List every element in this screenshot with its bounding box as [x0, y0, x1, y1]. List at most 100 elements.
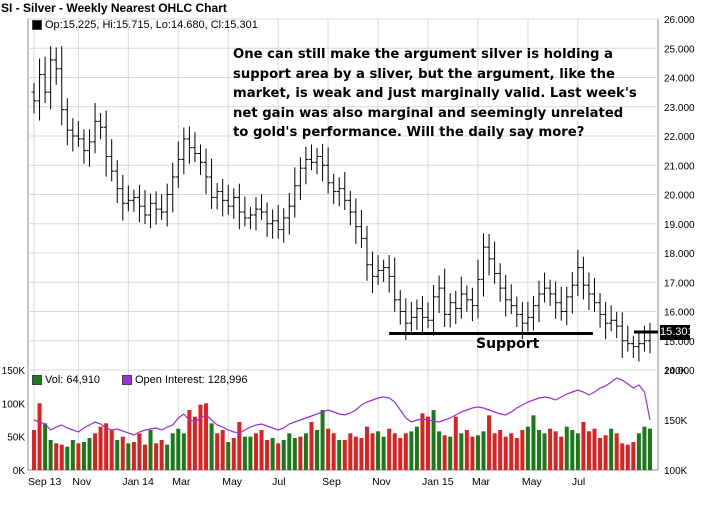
volume-bar	[542, 433, 547, 470]
ohlc-bar	[92, 102, 98, 154]
price-tick-label: 19.000	[664, 220, 695, 231]
oi-tick-label: 200K	[664, 366, 688, 377]
volume-bar	[81, 442, 86, 470]
ohlc-bar	[320, 143, 326, 182]
ohlc-bar	[59, 46, 65, 126]
volume-bar	[403, 433, 408, 470]
annotation-line: support area by a sliver, but the argume…	[233, 66, 615, 82]
ohlc-bar	[358, 210, 364, 249]
volume-bar	[487, 415, 492, 470]
x-tick-label: Sep 13	[28, 476, 61, 488]
ohlc-bar	[120, 174, 126, 221]
ohlc-bar	[481, 233, 487, 297]
ohlc-bar	[86, 129, 92, 167]
volume-bar	[165, 444, 170, 470]
ohlc-bar	[164, 183, 170, 227]
volume-bar	[570, 430, 575, 470]
ohlc-bar	[175, 141, 181, 188]
volume-bar	[104, 423, 109, 470]
volume-bar	[142, 444, 147, 470]
volume-bar	[636, 433, 641, 470]
volume-bar	[631, 442, 636, 470]
volume-bar	[176, 428, 181, 470]
volume-bar	[265, 440, 270, 470]
volume-bar	[93, 433, 98, 470]
x-tick-label: Mar	[172, 476, 191, 488]
volume-bar	[392, 433, 397, 470]
ohlc-bar	[342, 171, 348, 211]
volume-tick-label: 0K	[13, 466, 26, 477]
volume-bar	[514, 438, 519, 470]
volume-bar	[32, 430, 36, 470]
price-tick-label: 22.000	[664, 132, 695, 143]
ohlc-bar	[131, 189, 137, 212]
ohlc-legend: Op:15.225, Hi:15.715, Lo:14.680, Cl:15.3…	[32, 19, 258, 31]
ohlc-bar	[247, 207, 253, 230]
ohlc-bar	[464, 285, 470, 312]
ohlc-bar	[458, 276, 464, 319]
oi-tick-label: 150K	[664, 416, 688, 427]
volume-bar	[331, 433, 336, 470]
annotation-line: to gold's performance. Will the daily sa…	[233, 125, 585, 140]
ohlc-bar	[197, 144, 203, 175]
ohlc-bar	[392, 257, 398, 312]
ohlc-bar	[364, 225, 370, 281]
volume-bar	[603, 435, 608, 470]
volume-bar	[431, 410, 436, 470]
ohlc-bar	[231, 188, 237, 219]
volume-bar	[209, 423, 214, 470]
ohlc-bar	[419, 295, 425, 334]
volume-bar	[237, 422, 242, 470]
ohlc-bar	[469, 287, 475, 322]
oi-legend: Open Interest: 128,996	[122, 374, 248, 386]
volume-bar	[342, 440, 347, 470]
volume-bar	[126, 443, 131, 470]
x-tick-label: Jul	[272, 476, 285, 488]
ohlc-bar	[614, 311, 620, 339]
volume-bar	[242, 436, 247, 470]
volume-bar	[381, 436, 386, 470]
ohlc-bar	[453, 290, 459, 325]
volume-bar	[426, 416, 431, 470]
ohlc-bar	[514, 296, 520, 328]
price-tick-label: 23.000	[664, 103, 695, 114]
volume-bar	[409, 431, 414, 470]
ohlc-bar	[381, 259, 387, 282]
volume-tick-label: 50K	[7, 433, 25, 444]
price-tick-label: 25.000	[664, 44, 695, 55]
ohlc-bar	[142, 190, 148, 225]
ohlc-bar	[397, 290, 403, 325]
volume-bar	[376, 431, 381, 470]
volume-bar	[531, 415, 536, 470]
ohlc-bar	[153, 191, 159, 225]
annotation-text: One can still make the argument silver i…	[233, 45, 637, 143]
price-tick-label: 14.000	[664, 366, 695, 377]
volume-bar	[475, 435, 480, 470]
ohlc-bar	[31, 83, 37, 114]
ohlc-bar	[325, 147, 331, 194]
ohlc-bar	[431, 284, 437, 336]
annotation-line: One can still make the argument silver i…	[233, 47, 613, 62]
x-tick-label: Mar	[472, 476, 491, 488]
volume-bar	[525, 426, 530, 470]
ohlc-bar	[442, 268, 448, 328]
volume-legend-label: Vol: 64,910	[45, 374, 101, 386]
ohlc-bar	[37, 58, 43, 121]
volume-bar	[442, 435, 447, 470]
ohlc-bar	[259, 194, 265, 220]
ohlc-bar	[109, 139, 115, 182]
volume-bar	[353, 436, 358, 470]
volume-bar	[620, 443, 625, 470]
oi-swatch	[122, 375, 132, 385]
volume-bar	[270, 438, 275, 470]
ohlc-bar	[564, 286, 570, 326]
ohlc-bar	[508, 284, 514, 315]
volume-bar	[537, 430, 542, 470]
volume-bar	[131, 442, 136, 470]
ohlc-bar	[503, 274, 509, 317]
price-tick-label: 26.000	[664, 15, 695, 26]
volume-bar	[215, 433, 220, 470]
ohlc-swatch	[32, 20, 42, 30]
ohlc-bar	[281, 208, 287, 243]
volume-bar	[598, 438, 603, 470]
